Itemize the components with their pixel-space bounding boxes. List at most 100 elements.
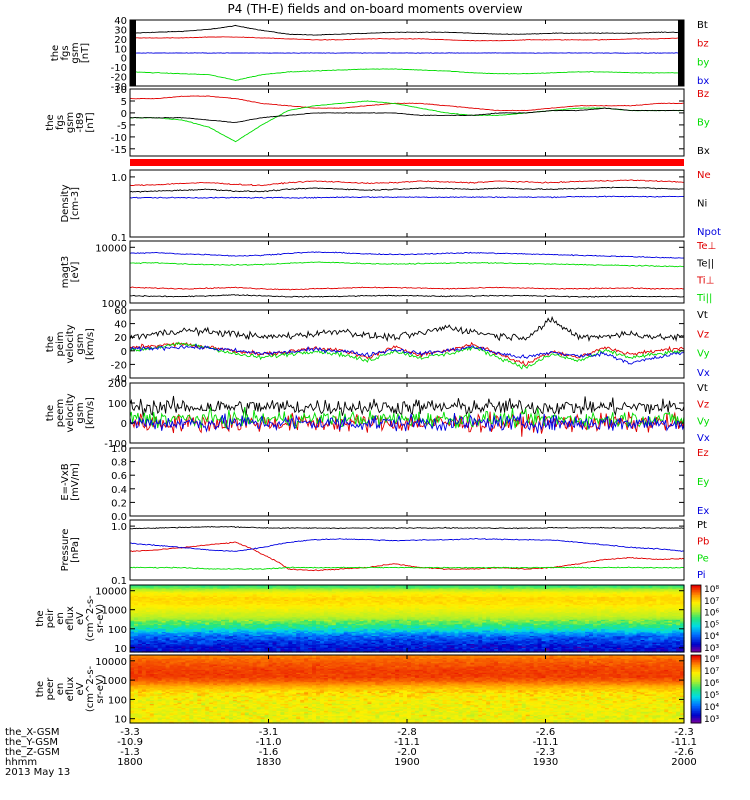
- series-line-bz: [130, 37, 684, 41]
- y-tick-label: 10000: [95, 243, 127, 254]
- legend-entry: Vz: [697, 329, 709, 340]
- series-line-Ni: [130, 187, 684, 192]
- legend-entry: Bz: [697, 89, 709, 100]
- legend-entry: bz: [697, 39, 709, 50]
- legend-entry: Vt: [697, 310, 708, 321]
- y-tick-label: 10: [114, 85, 127, 96]
- y-tick-label: 60: [114, 306, 127, 317]
- legend-entry: Vt: [697, 383, 708, 394]
- y-tick-label: -10: [111, 133, 127, 144]
- legend-entry: Vx: [697, 368, 710, 379]
- y-tick-label: 0.4: [111, 485, 127, 496]
- y-tick-label: 0: [121, 109, 127, 120]
- series-line-Pi: [130, 538, 684, 551]
- panel-frame: [130, 448, 684, 516]
- y-tick-label: -20: [111, 360, 127, 371]
- legend-entry: Pb: [697, 537, 709, 548]
- y-axis-label: the peim velocity gsm [km/s]: [45, 324, 96, 363]
- y-axis-label-line: [cm-3]: [70, 187, 81, 220]
- y-axis-label-line: [nT]: [80, 43, 91, 63]
- legend-entry: bx: [697, 76, 709, 87]
- y-axis-label: the fgs gsm -t89 [nT]: [45, 112, 96, 133]
- legend-entry: Ez: [697, 448, 709, 459]
- y-axis-label-line: [nPa]: [70, 537, 81, 563]
- legend-entry: Ti⊥: [696, 276, 714, 287]
- series-line-Pt: [130, 526, 684, 528]
- legend-entry: Te⊥: [696, 241, 716, 252]
- legend-entry: Ne: [697, 170, 711, 181]
- y-axis-label: Pressure [nPa]: [60, 529, 81, 572]
- y-tick-label: 200: [108, 379, 127, 390]
- legend-entry: Bx: [697, 146, 710, 157]
- series-line-Vx: [130, 345, 684, 365]
- series-line-Te||: [130, 295, 684, 298]
- y-axis-label-line: [km/s]: [85, 397, 96, 429]
- legend-entry: Ti||: [696, 293, 712, 304]
- series-line-Ti||: [130, 262, 684, 267]
- series-line-Npot: [130, 196, 684, 198]
- y-axis-label-line: [eV]: [70, 262, 81, 283]
- panel-frame: [130, 89, 684, 156]
- y-tick-label: 100: [108, 399, 127, 410]
- y-axis-label: Density [cm-3]: [60, 184, 81, 222]
- y-axis-label: E=-VxB [mV/m]: [60, 463, 81, 501]
- legend-entry: Bt: [697, 20, 708, 31]
- panel-frame: [130, 310, 684, 378]
- y-axis-label-line: [nT]: [85, 112, 96, 132]
- page-title: P4 (TH-E) fields and on-board moments ov…: [227, 2, 522, 16]
- series-line-Ne: [130, 180, 684, 186]
- y-axis-label: the peem velocity gsm [km/s]: [45, 393, 96, 432]
- panel-frame: [130, 241, 684, 303]
- series-line-Bx: [130, 108, 684, 123]
- legend-entry: Pi: [697, 570, 706, 581]
- panel-pressure: Pt Pb Pe Pi 1.0 0.1 Pressure [nPa]: [60, 520, 709, 587]
- y-tick-label: 5: [121, 97, 127, 108]
- series-line-Bt: [130, 25, 684, 35]
- y-tick-label: 0.1: [111, 576, 127, 587]
- y-axis-label: magt3 [eV]: [60, 256, 81, 289]
- legend-entry: Vy: [697, 349, 710, 360]
- series-line-bx: [130, 53, 684, 54]
- y-tick-label: 0.6: [111, 471, 127, 482]
- y-tick-label: 20: [114, 333, 127, 344]
- legend-entry: Ex: [697, 506, 709, 517]
- y-tick-label: 1.0: [111, 522, 127, 533]
- series-line-Pb: [130, 542, 684, 571]
- legend-entry: Te||: [696, 258, 714, 269]
- series-line-By: [130, 101, 684, 142]
- y-tick-label: 40: [114, 320, 127, 331]
- series-line-Te⊥: [130, 287, 684, 290]
- legend-entry: Vy: [697, 416, 710, 427]
- legend-entry: Npot: [697, 227, 721, 238]
- legend-entry: By: [697, 118, 710, 129]
- series-line-Vt: [130, 317, 684, 340]
- y-tick-label: 1.0: [111, 173, 127, 184]
- y-axis-label-line: [km/s]: [85, 328, 96, 360]
- y-tick-label: -15: [111, 145, 127, 156]
- spectrogram-cells: [130, 585, 685, 653]
- y-tick-label: 1.0: [111, 444, 127, 455]
- legend-entry: Pe: [697, 553, 709, 564]
- y-tick-label: -5: [117, 121, 127, 132]
- legend-entry: Vx: [697, 433, 710, 444]
- y-tick-label: 0: [121, 419, 127, 430]
- y-tick-label: 0.8: [111, 458, 127, 469]
- series-line-Pe: [130, 567, 684, 570]
- y-axis-label: the fgs gsm [nT]: [50, 42, 91, 63]
- series-line-Vz: [130, 343, 684, 366]
- legend-entry: Pt: [697, 520, 707, 531]
- y-tick-label: 0: [121, 347, 127, 358]
- y-axis-label-line: [mV/m]: [70, 463, 81, 501]
- series-line-by: [130, 69, 684, 81]
- y-tick-label: 0.2: [111, 498, 127, 509]
- legend-entry: Vz: [697, 400, 709, 411]
